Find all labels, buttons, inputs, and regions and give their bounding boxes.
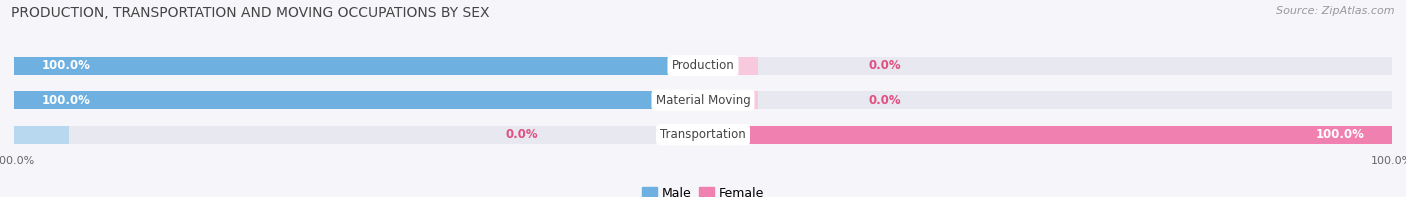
Bar xyxy=(14,91,1392,109)
Text: 100.0%: 100.0% xyxy=(1316,128,1364,141)
Bar xyxy=(14,57,703,75)
Text: 100.0%: 100.0% xyxy=(42,94,90,107)
Legend: Male, Female: Male, Female xyxy=(637,182,769,197)
Text: Material Moving: Material Moving xyxy=(655,94,751,107)
Bar xyxy=(14,126,69,144)
Text: Transportation: Transportation xyxy=(661,128,745,141)
Text: Source: ZipAtlas.com: Source: ZipAtlas.com xyxy=(1277,6,1395,16)
Bar xyxy=(14,57,1392,75)
Text: 0.0%: 0.0% xyxy=(869,94,901,107)
Bar xyxy=(14,91,703,109)
Bar xyxy=(14,126,1392,144)
Text: 100.0%: 100.0% xyxy=(42,59,90,72)
Bar xyxy=(703,91,758,109)
Text: 0.0%: 0.0% xyxy=(869,59,901,72)
Text: PRODUCTION, TRANSPORTATION AND MOVING OCCUPATIONS BY SEX: PRODUCTION, TRANSPORTATION AND MOVING OC… xyxy=(11,6,489,20)
Text: 0.0%: 0.0% xyxy=(505,128,537,141)
Bar xyxy=(703,57,758,75)
Bar xyxy=(703,126,1392,144)
Text: Production: Production xyxy=(672,59,734,72)
